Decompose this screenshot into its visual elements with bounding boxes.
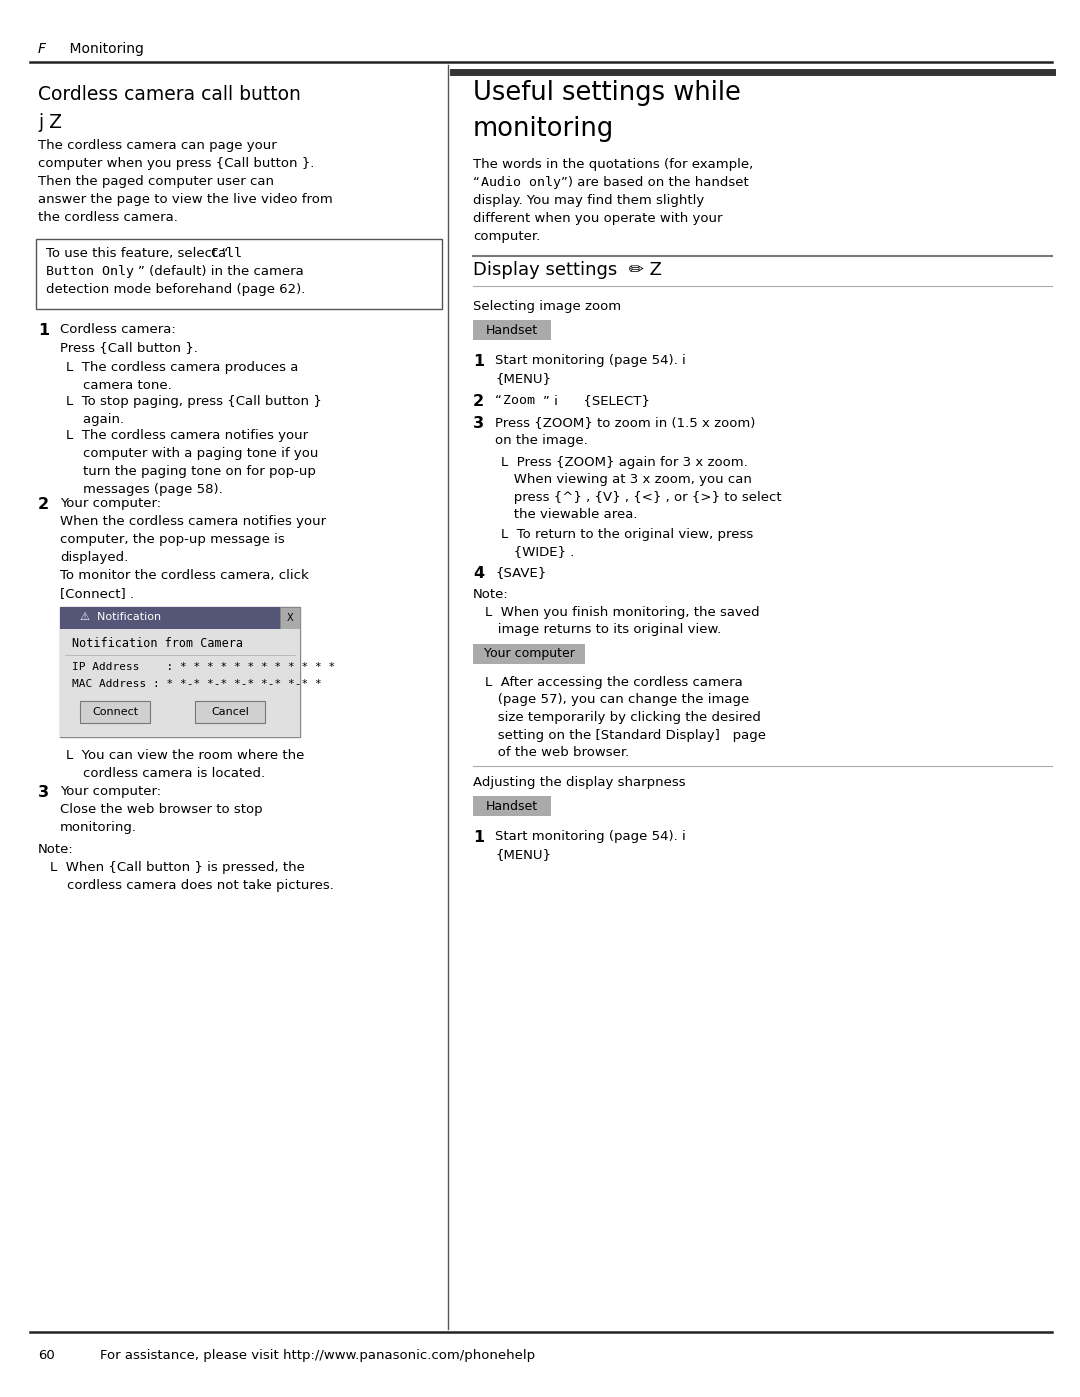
Text: F: F	[38, 42, 46, 56]
Bar	[60, 608, 300, 738]
Text: Your computer:: Your computer:	[60, 785, 161, 798]
Text: ”) are based on the handset: ”) are based on the handset	[561, 176, 748, 189]
Text: L  Press {ZOOM} again for 3 x zoom.
   When viewing at 3 x zoom, you can
   pres: L Press {ZOOM} again for 3 x zoom. When …	[501, 455, 782, 521]
Text: L  The cordless camera notifies your
    computer with a paging tone if you
    : L The cordless camera notifies your comp…	[66, 429, 319, 496]
Text: Cordless camera call button: Cordless camera call button	[38, 85, 301, 103]
Text: 3: 3	[473, 416, 484, 432]
Text: 2: 2	[38, 497, 49, 511]
Text: Useful settings while: Useful settings while	[473, 80, 741, 106]
Bar	[80, 701, 150, 724]
Text: Call: Call	[210, 247, 242, 260]
Text: Connect: Connect	[92, 707, 138, 717]
Bar	[60, 629, 300, 738]
Text: Display settings  ✏ Z: Display settings ✏ Z	[473, 261, 662, 279]
Text: on the image.: on the image.	[495, 434, 588, 447]
Text: {MENU}: {MENU}	[495, 848, 551, 861]
Text: The cordless camera can page your
computer when you press {Call button }.
Then t: The cordless camera can page your comput…	[38, 138, 333, 224]
Text: When the cordless camera notifies your
computer, the pop-up message is
displayed: When the cordless camera notifies your c…	[60, 515, 326, 564]
Text: Notification from Camera: Notification from Camera	[72, 637, 243, 650]
Text: “: “	[495, 394, 502, 407]
Text: L  To stop paging, press {Call button }
    again.: L To stop paging, press {Call button } a…	[66, 395, 322, 426]
Text: 3: 3	[38, 785, 49, 800]
Text: 60: 60	[38, 1350, 55, 1362]
Text: Handset: Handset	[486, 799, 538, 813]
Bar	[195, 701, 265, 724]
Text: 1: 1	[473, 353, 484, 369]
Text: Adjusting the display sharpness: Adjusting the display sharpness	[473, 775, 686, 789]
Text: Selecting image zoom: Selecting image zoom	[473, 300, 621, 313]
Text: L  The cordless camera produces a
    camera tone.: L The cordless camera produces a camera …	[66, 360, 298, 393]
Text: Zoom: Zoom	[503, 394, 535, 407]
Text: Audio only: Audio only	[481, 176, 561, 189]
Text: “: “	[473, 176, 480, 189]
Text: different when you operate with your: different when you operate with your	[473, 212, 723, 225]
Text: To monitor the cordless camera, click
[Connect] .: To monitor the cordless camera, click [C…	[60, 569, 309, 599]
Text: L  To return to the original view, press
   {WIDE} .: L To return to the original view, press …	[501, 528, 753, 559]
Text: Start monitoring (page 54). i: Start monitoring (page 54). i	[495, 830, 686, 842]
Text: Press {Call button }.: Press {Call button }.	[60, 341, 198, 353]
Text: j Z: j Z	[38, 113, 62, 131]
Bar	[60, 608, 300, 629]
Text: Note:: Note:	[38, 842, 73, 856]
Text: Cordless camera:: Cordless camera:	[60, 323, 176, 337]
Text: Start monitoring (page 54). i: Start monitoring (page 54). i	[495, 353, 686, 367]
Bar	[280, 608, 300, 629]
Text: Cancel: Cancel	[211, 707, 248, 717]
Text: Note:: Note:	[473, 588, 509, 601]
Text: 4: 4	[473, 566, 484, 581]
Text: monitoring: monitoring	[473, 116, 615, 142]
Text: Handset: Handset	[486, 324, 538, 337]
Text: L  When {Call button } is pressed, the
    cordless camera does not take picture: L When {Call button } is pressed, the co…	[50, 861, 334, 893]
Text: computer.: computer.	[473, 231, 540, 243]
Text: Button Only: Button Only	[46, 265, 134, 278]
Text: {MENU}: {MENU}	[495, 372, 551, 386]
Text: Your computer:: Your computer:	[60, 497, 161, 510]
Text: ” i      {SELECT}: ” i {SELECT}	[543, 394, 650, 407]
Text: IP Address    : * * * * * * * * * * * *: IP Address : * * * * * * * * * * * *	[72, 662, 335, 672]
Text: detection mode beforehand (page 62).: detection mode beforehand (page 62).	[46, 284, 306, 296]
Text: For assistance, please visit http://www.panasonic.com/phonehelp: For assistance, please visit http://www.…	[100, 1350, 535, 1362]
Text: Press {ZOOM} to zoom in (1.5 x zoom): Press {ZOOM} to zoom in (1.5 x zoom)	[495, 416, 755, 429]
Text: ⚠  Notification: ⚠ Notification	[80, 612, 161, 622]
Bar	[473, 796, 551, 816]
Text: Close the web browser to stop
monitoring.: Close the web browser to stop monitoring…	[60, 803, 262, 834]
Text: To use this feature, select “: To use this feature, select “	[46, 247, 228, 260]
Text: L  You can view the room where the
    cordless camera is located.: L You can view the room where the cordle…	[66, 749, 305, 780]
Text: MAC Address : * *-* *-* *-* *-* *-* *: MAC Address : * *-* *-* *-* *-* *-* *	[72, 679, 322, 689]
Text: The words in the quotations (for example,: The words in the quotations (for example…	[473, 158, 753, 170]
Text: Your computer: Your computer	[484, 647, 575, 661]
Text: display. You may find them slightly: display. You may find them slightly	[473, 194, 704, 207]
Text: L  After accessing the cordless camera
   (page 57), you can change the image
  : L After accessing the cordless camera (p…	[485, 676, 766, 759]
Text: 2: 2	[473, 394, 484, 409]
Text: 1: 1	[38, 323, 49, 338]
Bar	[473, 320, 551, 339]
Bar	[36, 239, 442, 309]
Text: ” (default) in the camera: ” (default) in the camera	[138, 265, 303, 278]
Bar	[473, 644, 585, 664]
Text: X: X	[286, 613, 294, 623]
Text: L  When you finish monitoring, the saved
   image returns to its original view.: L When you finish monitoring, the saved …	[485, 606, 759, 637]
Text: {SAVE}: {SAVE}	[495, 566, 546, 578]
Text: Monitoring: Monitoring	[52, 42, 144, 56]
Text: 1: 1	[473, 830, 484, 845]
